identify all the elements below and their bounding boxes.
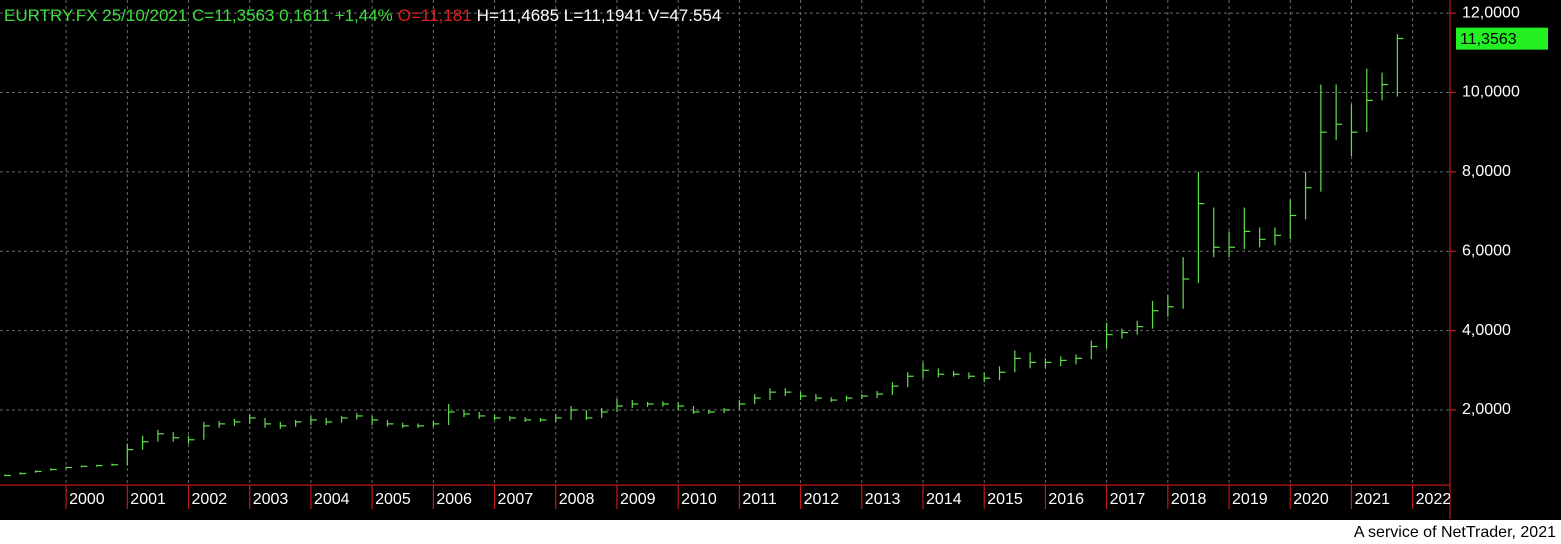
- x-tick-label: 2011: [742, 491, 777, 508]
- y-tick-label: 10,0000: [1462, 84, 1520, 101]
- footer: A service of NetTrader, 2021: [1354, 524, 1556, 541]
- x-tick-label: 2004: [314, 491, 350, 508]
- x-tick-label: 2003: [253, 491, 289, 508]
- x-tick-label: 2009: [620, 491, 656, 508]
- y-tick-label: 6,0000: [1462, 242, 1511, 259]
- x-tick-label: 2015: [987, 491, 1023, 508]
- x-tick-label: 2001: [130, 491, 166, 508]
- x-tick-label: 2005: [375, 491, 411, 508]
- header-part: H=11,4685 L=11,1941 V=47.554: [477, 6, 722, 25]
- x-tick-label: 2014: [926, 491, 962, 508]
- x-tick-label: 2022: [1416, 491, 1452, 508]
- bars: [4, 34, 1404, 477]
- x-tick-label: 2021: [1354, 491, 1390, 508]
- axes: 2,0000 4,0000 6,0000 8,0000 10,0000 12,0000 11…: [0, 0, 1548, 519]
- x-tick-label: 2020: [1293, 491, 1329, 508]
- x-tick-label: 2016: [1048, 491, 1084, 508]
- y-tick-label: 12,0000: [1462, 4, 1520, 21]
- x-axis-labels: 2000 2001 2002 2003 2004 2005 2006 2007 2008 2009…: [69, 491, 1452, 508]
- x-tick-label: 2019: [1232, 491, 1268, 508]
- x-tick-label: 2008: [559, 491, 595, 508]
- x-tick-label: 2000: [69, 491, 105, 508]
- x-tick-label: 2018: [1171, 491, 1207, 508]
- y-tick-label: 2,0000: [1462, 401, 1511, 418]
- x-tick-label: 2006: [436, 491, 472, 508]
- header-part: O=11,181: [398, 6, 472, 25]
- chart-background: [0, 0, 1561, 520]
- y-tick-label: 8,0000: [1462, 163, 1511, 180]
- last-price-box: [1456, 27, 1548, 50]
- x-tick-label: 2007: [498, 491, 534, 508]
- x-tick-label: 2013: [865, 491, 901, 508]
- y-tick-label: 4,0000: [1462, 322, 1511, 339]
- last-price-label: 11,3563: [1460, 31, 1517, 48]
- quote-header: EURTRY.FX 25/10/2021 C=11,3563 0,1611 +1…: [4, 6, 721, 25]
- header-part: EURTRY.FX 25/10/2021 C=11,3563 0,1611 +1…: [4, 6, 393, 25]
- footer-background: [0, 520, 1561, 544]
- x-tick-label: 2017: [1110, 491, 1146, 508]
- x-tick-label: 2002: [192, 491, 228, 508]
- x-tick-label: 2010: [681, 491, 717, 508]
- x-tick-label: 2012: [804, 491, 840, 508]
